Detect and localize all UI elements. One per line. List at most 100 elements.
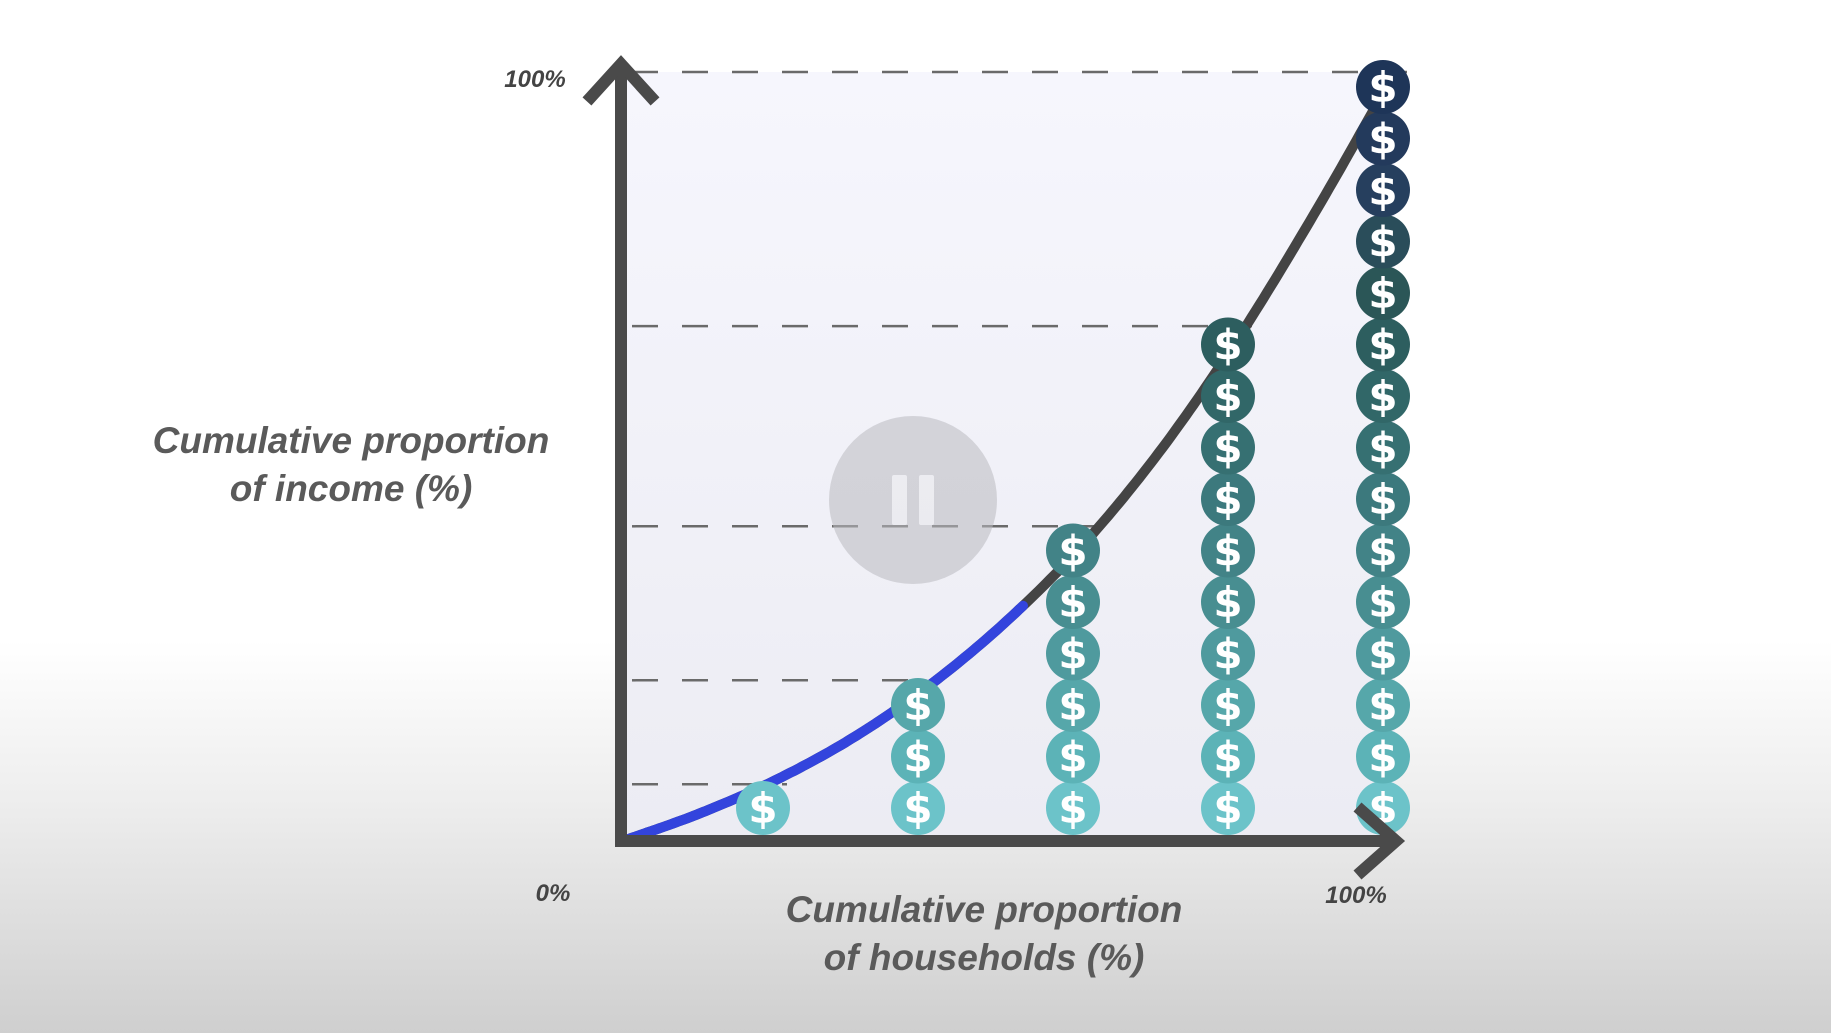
dollar-sign: $ [1368, 115, 1397, 164]
coin-icon: $ [1356, 575, 1410, 629]
dollar-sign: $ [903, 784, 932, 833]
coin-face [1356, 472, 1410, 526]
coin-icon: $ [1356, 60, 1410, 114]
y-axis-arrowhead [582, 55, 660, 106]
lorenz-curve-highlight [615, 600, 1028, 847]
x-axis-arrowhead [1353, 802, 1406, 880]
coin-face [1356, 214, 1410, 269]
axes [582, 55, 1406, 880]
coin-face [1356, 163, 1410, 217]
dollar-sign: $ [748, 784, 777, 833]
coin-face [1356, 111, 1410, 166]
coin-icon: $ [1356, 369, 1410, 423]
dollar-sign: $ [1368, 527, 1397, 576]
coin-face [1356, 266, 1410, 320]
coin-stack-3: $$$$$$ [1046, 523, 1100, 835]
coin-face [1201, 420, 1255, 475]
coin-face [736, 781, 790, 835]
x-tick-label-end: 100% [1325, 882, 1386, 909]
coin-stack-2: $$$ [891, 678, 945, 835]
coin-icon: $ [1201, 420, 1255, 475]
coin-icon: $ [1356, 214, 1410, 269]
coin-icon: $ [1356, 729, 1410, 784]
coin-icon: $ [1046, 781, 1100, 835]
dollar-sign: $ [1058, 784, 1087, 833]
y-axis-label: Cumulative proportion of income (%) [153, 420, 550, 509]
coin-face [1201, 523, 1255, 578]
dollar-sign: $ [1213, 578, 1242, 627]
coin-icon: $ [1356, 266, 1410, 320]
pause-button[interactable] [829, 416, 997, 584]
coin-face [1201, 626, 1255, 681]
coin-icon: $ [1356, 523, 1410, 578]
coin-icon: $ [1356, 111, 1410, 166]
coin-face [1356, 420, 1410, 475]
dollar-sign: $ [1368, 372, 1397, 421]
dollar-sign: $ [1213, 321, 1242, 370]
coin-face [1046, 626, 1100, 681]
coin-face [1201, 472, 1255, 526]
coin-icon: $ [1356, 626, 1410, 681]
dollar-sign: $ [903, 681, 932, 730]
coin-face [1201, 369, 1255, 423]
coin-icon: $ [891, 729, 945, 784]
dollar-sign: $ [1368, 578, 1397, 627]
coin-face [1201, 575, 1255, 629]
dollar-sign: $ [1058, 630, 1087, 679]
x-axis-label-line-2: of households (%) [824, 937, 1145, 978]
y-tick-label-top: 100% [504, 66, 565, 93]
dollar-sign: $ [903, 733, 932, 782]
coin-face [891, 729, 945, 784]
coin-icon: $ [1046, 678, 1100, 732]
dollar-sign: $ [1058, 681, 1087, 730]
coin-face [1201, 781, 1255, 835]
dollar-sign: $ [1368, 166, 1397, 215]
coin-face [1046, 729, 1100, 784]
coin-icon: $ [1201, 317, 1255, 372]
coin-face [1356, 678, 1410, 732]
coin-icon: $ [1356, 317, 1410, 372]
coin-icon: $ [1201, 523, 1255, 578]
coin-face [1201, 729, 1255, 784]
dollar-sign: $ [1368, 218, 1397, 267]
coin-icon: $ [1356, 678, 1410, 732]
coin-stack-5: $$$$$$$$$$$$$$$ [1356, 60, 1410, 835]
coin-icon: $ [1201, 781, 1255, 835]
pause-icon [892, 475, 907, 525]
coin-face [1201, 317, 1255, 372]
dollar-sign: $ [1368, 63, 1397, 112]
coin-face [1046, 523, 1100, 578]
coin-icon: $ [1201, 472, 1255, 526]
dollar-sign: $ [1213, 527, 1242, 576]
dollar-sign: $ [1368, 733, 1397, 782]
coin-icon: $ [1356, 420, 1410, 475]
coin-face [1046, 575, 1100, 629]
dollar-sign: $ [1368, 424, 1397, 473]
coin-icon: $ [1201, 369, 1255, 423]
dollar-sign: $ [1368, 475, 1397, 524]
coin-face [891, 781, 945, 835]
coin-face [1046, 678, 1100, 732]
dollar-sign: $ [1368, 681, 1397, 730]
reference-lines [632, 70, 1407, 786]
coin-icon: $ [1356, 163, 1410, 217]
dollar-sign: $ [1213, 372, 1242, 421]
dollar-sign: $ [1213, 424, 1242, 473]
coin-icon: $ [1046, 729, 1100, 784]
dollar-sign: $ [1368, 269, 1397, 318]
coin-icon: $ [1201, 626, 1255, 681]
coin-face [1356, 369, 1410, 423]
coin-stack-1: $ [736, 781, 790, 835]
tick-labels: 0% 100% 100% [504, 66, 1386, 909]
coin-icon: $ [1046, 626, 1100, 681]
coin-icon: $ [1201, 575, 1255, 629]
coin-face [1356, 523, 1410, 578]
pause-icon-bar [919, 475, 934, 525]
y-axis-label-line-1: Cumulative proportion [153, 420, 550, 461]
coin-face [1356, 626, 1410, 681]
coin-icon: $ [1046, 523, 1100, 578]
coin-face [1356, 317, 1410, 372]
dollar-sign: $ [1058, 527, 1087, 576]
dollar-sign: $ [1213, 630, 1242, 679]
